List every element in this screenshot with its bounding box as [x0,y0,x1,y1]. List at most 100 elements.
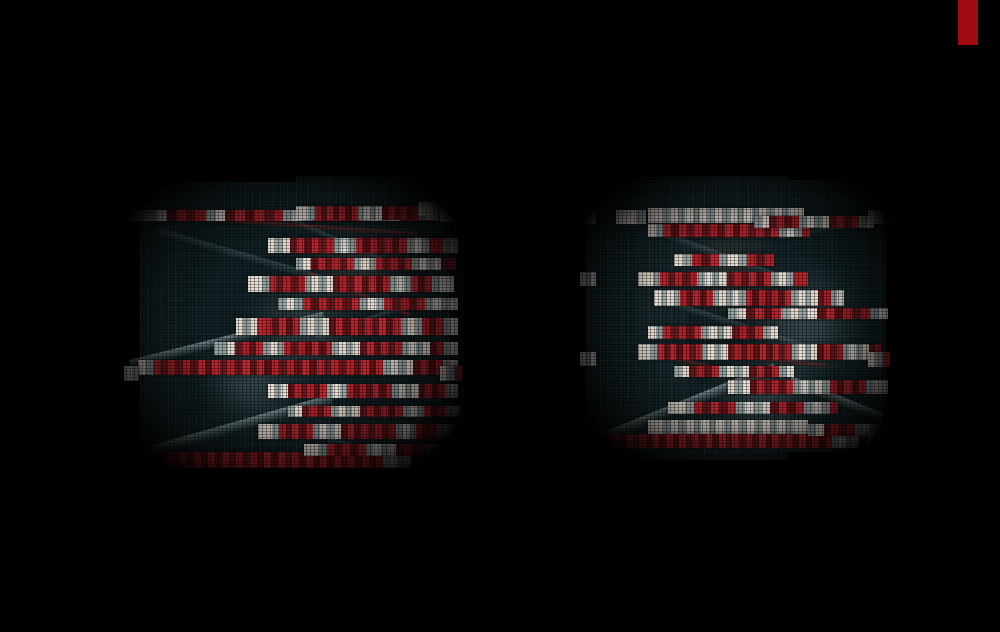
slab-segment [806,216,814,228]
slab-segment [416,406,424,417]
slab-bar [214,342,458,355]
slab-segment [678,326,687,339]
slab-segment [759,434,766,448]
marker-segment [875,352,883,367]
slab-segment [689,272,698,286]
slab-segment [772,434,780,448]
slab-segment [599,434,606,448]
slab-segment [404,276,412,292]
slab-segment [347,276,355,292]
composition-right-structure [578,176,898,462]
slab-segment [834,308,844,319]
slab-segment [268,238,276,253]
edge-marker [124,208,138,222]
slab-segment [244,210,255,221]
slab-segment [707,208,715,223]
slab-segment [361,258,369,270]
slab-segment [804,402,813,414]
slab-segment [293,318,301,335]
slab-segment [837,290,844,306]
slab-segment [443,342,451,355]
slab-segment [263,210,274,221]
marker-segment [440,448,448,464]
slab-segment [747,326,755,339]
slab-segment [314,318,322,335]
slab-segment [297,276,305,292]
slab-segment [450,238,458,253]
slab-segment [744,208,752,223]
slab-segment [799,308,808,319]
slab-segment [173,452,180,468]
slab-segment [732,434,740,448]
slab-segment [732,224,741,237]
slab-segment [839,424,847,436]
slab-bar [728,308,888,319]
slab-segment [205,210,216,221]
slab-segment [370,238,378,253]
slab-segment [689,366,697,377]
slab-segment [255,276,263,292]
slab-segment [697,272,705,286]
slab-segment [411,276,419,292]
slab-segment [301,360,310,375]
slab-bar [304,444,458,456]
slab-segment [290,276,298,292]
slab-segment [361,276,369,292]
slab-segment [409,406,417,417]
slab-segment [326,238,334,253]
slab-segment [844,216,852,228]
slab-segment [371,318,380,335]
slab-segment [838,434,846,448]
slab-segment [399,238,407,253]
slab-segment [321,318,330,335]
marker-segment [868,210,876,224]
marker-segment [447,366,455,381]
slab-segment [264,318,272,335]
slab-segment [392,298,401,310]
slab-segment [685,402,694,414]
slab-segment [735,380,743,394]
slab-segment [829,402,838,414]
slab-segment [776,216,784,228]
slab-segment [741,272,749,286]
slab-segment [612,434,620,448]
slab-segment [398,360,406,375]
slab-segment [717,224,726,237]
slab-segment [384,238,393,253]
slab-segment [632,434,640,448]
slab-segment [443,238,451,253]
slab-segment [376,298,385,310]
slab-segment [271,424,279,439]
slab-segment [772,308,782,319]
slab-segment [319,444,328,456]
slab-segment [682,272,690,286]
slab-segment [319,238,327,253]
slab-segment [779,366,787,377]
marker-segment [882,432,890,447]
slab-segment [660,272,668,286]
slab-segment [366,406,374,417]
slab-segment [719,254,729,266]
slab-segment [737,208,745,223]
slab-segment [187,452,194,468]
slab-segment [271,318,279,335]
slab-segment [668,402,677,414]
slab-segment [353,342,361,355]
slab-segment [404,258,413,270]
slab-segment [357,318,365,335]
slab-segment [704,366,712,377]
slab-segment [374,342,382,355]
slab-segment [430,424,438,439]
slab-segment [445,406,453,417]
slab-segment [395,406,403,417]
slab-segment [441,298,450,310]
slab-segment [778,272,786,286]
slab-segment [339,258,347,270]
slab-segment [858,434,866,448]
slab-segment [815,380,823,394]
slab-segment [339,342,347,355]
marker-segment [124,448,132,464]
slab-segment [234,342,242,355]
slab-segment [311,444,320,456]
marker-segment [124,366,132,381]
